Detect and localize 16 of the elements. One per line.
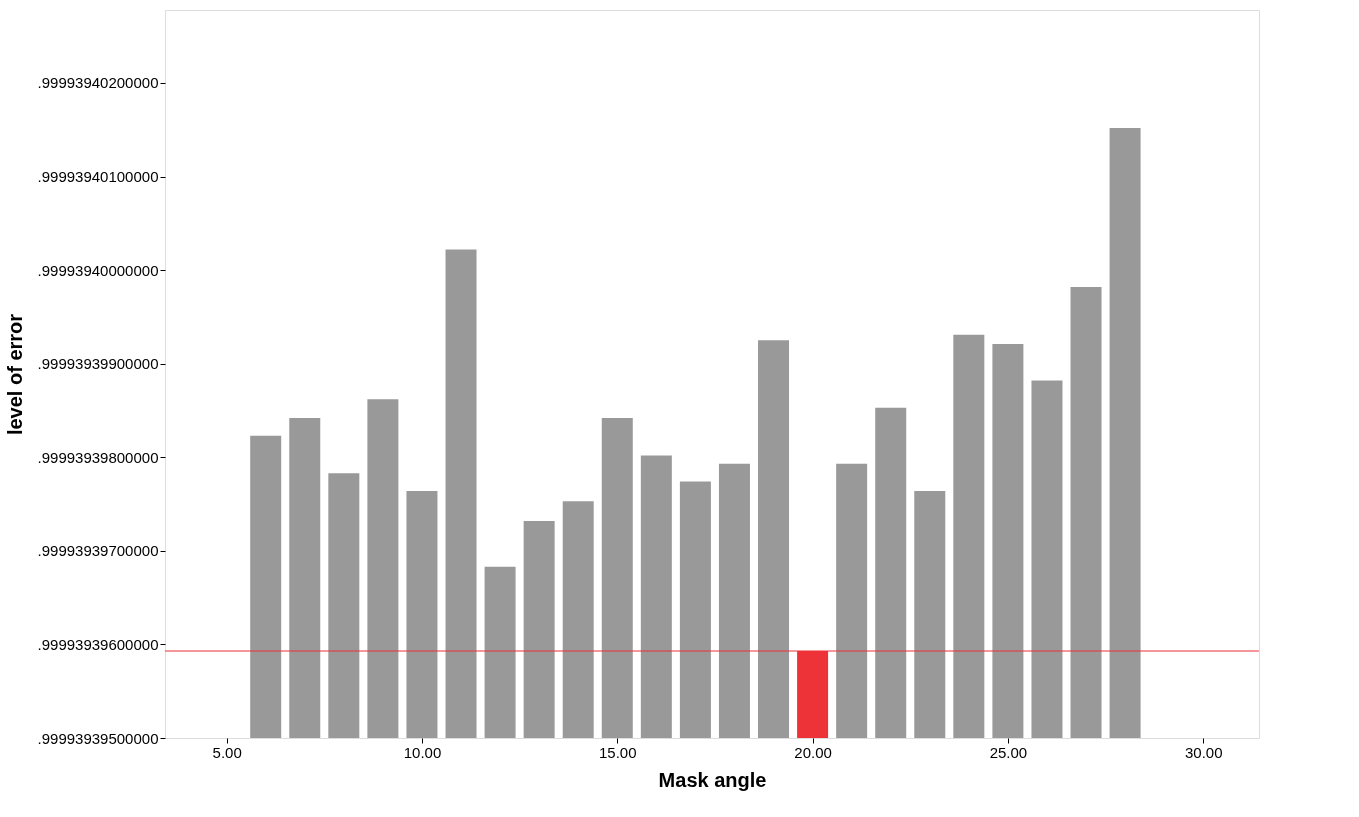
y-tick-label: .99993939500000: [37, 729, 159, 747]
x-tick-label: 10.00: [403, 743, 442, 761]
x-tick-label: 25.00: [989, 743, 1028, 761]
y-tick-label: .99993939700000: [37, 542, 159, 560]
x-tick-label: 30.00: [1184, 743, 1223, 761]
y-tick-label: .99993939600000: [37, 635, 159, 653]
y-axis-title: level of error: [3, 313, 26, 436]
y-tick-label: .99993940200000: [37, 74, 159, 92]
x-tick-label: 20.00: [794, 743, 832, 761]
y-tick-label: .99993939900000: [37, 355, 159, 373]
y-tick-label: .99993939800000: [37, 448, 159, 466]
x-tick-label: 15.00: [599, 743, 637, 761]
x-axis-title: Mask angle: [658, 768, 767, 791]
y-tick-label: .99993940100000: [37, 168, 159, 186]
x-tick-label: 5.00: [212, 743, 242, 761]
y-tick-label: .99993940000000: [37, 261, 159, 279]
